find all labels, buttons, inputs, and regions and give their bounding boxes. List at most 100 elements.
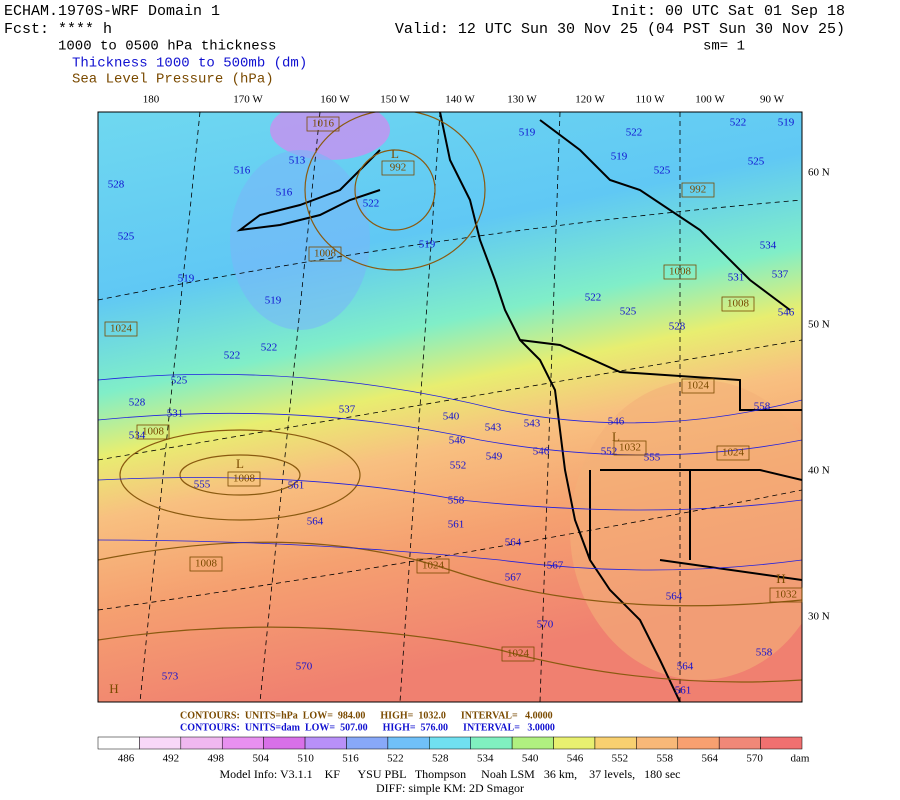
trough xyxy=(230,150,370,330)
colorbar-label: 534 xyxy=(477,753,494,765)
pressure-center: L xyxy=(612,429,620,444)
thickness-label: 564 xyxy=(666,591,683,603)
colorbar-cell xyxy=(346,736,389,750)
thickness-label: 567 xyxy=(505,572,522,584)
colorbar-cell xyxy=(387,736,430,750)
pressure-label: 1008 xyxy=(314,248,337,260)
colorbar-cell xyxy=(263,736,306,750)
contour-info: CONTOURS: UNITS=hPa LOW= 984.00 HIGH= 10… xyxy=(180,710,553,721)
valid: Valid: 12 UTC Sun 30 Nov 25 (04 PST Sun … xyxy=(395,21,845,38)
thickness-label: 543 xyxy=(485,422,502,434)
thickness-label: 558 xyxy=(756,647,773,659)
lon-label: 170 W xyxy=(233,94,263,106)
thickness-label: 522 xyxy=(224,350,241,362)
thickness-label: 561 xyxy=(448,519,465,531)
thickness-label: 528 xyxy=(669,321,686,333)
colorbar-label: 486 xyxy=(118,753,135,765)
thickness-label: 549 xyxy=(486,451,503,463)
thickness-label: 546 xyxy=(608,416,625,428)
thickness-label: 531 xyxy=(167,408,184,420)
colorbar-cell xyxy=(221,736,264,750)
colorbar-label: 498 xyxy=(208,753,225,765)
lon-label: 100 W xyxy=(695,94,725,106)
colorbar-label: 564 xyxy=(701,753,718,765)
thickness-label: 519 xyxy=(178,273,195,285)
pressure-center: L xyxy=(236,456,244,471)
lat-label: 30 N xyxy=(808,611,830,623)
colorbar-label: 528 xyxy=(432,753,449,765)
thickness-label: 519 xyxy=(419,239,436,251)
thickness-label: 534 xyxy=(760,240,777,252)
pressure-box xyxy=(306,116,340,132)
lon-label: 140 W xyxy=(445,94,475,106)
colorbar-cell xyxy=(304,736,347,750)
pressure-label: 1032 xyxy=(775,589,797,601)
pressure-label: 992 xyxy=(690,184,707,196)
thickness-label: 531 xyxy=(728,272,745,284)
thickness-label: 567 xyxy=(547,560,564,572)
contour-info: CONTOURS: UNITS=dam LOW= 507.00 HIGH= 57… xyxy=(180,722,555,733)
thickness-label: 522 xyxy=(585,292,602,304)
footer-line: Model Info: V3.1.1 KF YSU PBL Thompson N… xyxy=(220,767,681,781)
colorbar-unit: dam xyxy=(791,753,810,765)
thickness-label: 522 xyxy=(626,127,643,139)
colorbar-cell xyxy=(180,736,223,750)
colorbar-cell xyxy=(594,736,637,750)
lon-label: 120 W xyxy=(575,94,605,106)
pressure-label: 1024 xyxy=(722,447,745,459)
thickness-label: 519 xyxy=(611,151,628,163)
thickness-label: 516 xyxy=(276,187,293,199)
colorbar-cell xyxy=(97,736,140,750)
init: Init: 00 UTC Sat 01 Sep 18 xyxy=(611,3,845,20)
pressure-box xyxy=(613,440,647,456)
pressure-box xyxy=(721,296,755,312)
thickness-label: 537 xyxy=(772,269,789,281)
colorbar-label: 510 xyxy=(297,753,314,765)
pressure-label: 1024 xyxy=(110,323,133,335)
colorbar-label: 540 xyxy=(522,753,539,765)
pressure-box xyxy=(769,587,803,603)
thickness-label: 564 xyxy=(677,661,694,673)
lon-label: 160 W xyxy=(320,94,350,106)
colorbar-cell xyxy=(511,736,554,750)
thickness-label: 564 xyxy=(505,537,522,549)
pressure-box xyxy=(681,378,715,394)
thickness-label: 558 xyxy=(448,495,465,507)
lon-label: 150 W xyxy=(380,94,410,106)
thickness-label: 552 xyxy=(601,446,618,458)
lat-label: 60 N xyxy=(808,167,830,179)
lon-label: 110 W xyxy=(635,94,665,106)
thickness-label: 519 xyxy=(265,295,282,307)
map-frame xyxy=(97,111,803,703)
pressure-box xyxy=(716,445,750,461)
low-thickness xyxy=(270,112,390,160)
pressure-label: 1024 xyxy=(422,560,445,572)
colorbar-label: 522 xyxy=(387,753,404,765)
isobars xyxy=(98,112,802,683)
pressure-box xyxy=(136,424,170,440)
colorbar-cell xyxy=(760,736,803,750)
pressure-center: H xyxy=(776,571,785,586)
pressure-box xyxy=(416,558,450,574)
legend-pressure: Sea Level Pressure (hPa) xyxy=(72,72,274,88)
lon-label: 90 W xyxy=(760,94,785,106)
colorbar-cell xyxy=(429,736,471,750)
pressure-box xyxy=(227,471,261,487)
thickness-lines xyxy=(98,373,802,571)
pressure-label: 992 xyxy=(390,162,407,174)
thickness-label: 525 xyxy=(118,231,135,243)
lat-label: 40 N xyxy=(808,465,830,477)
pressure-box xyxy=(189,556,223,572)
fcst: Fcst: **** h xyxy=(4,21,112,38)
thickness-label: 546 xyxy=(449,435,466,447)
lon-label: 130 W xyxy=(507,94,537,106)
pressure-label: 1008 xyxy=(233,473,256,485)
thickness-label: 516 xyxy=(234,165,251,177)
pressure-box xyxy=(663,264,697,280)
thickness-label: 561 xyxy=(288,480,305,492)
thickness-label: 525 xyxy=(654,165,671,177)
pressure-label: 1024 xyxy=(687,380,710,392)
thickness-label: 519 xyxy=(778,117,795,129)
colorbar-label: 552 xyxy=(612,753,629,765)
